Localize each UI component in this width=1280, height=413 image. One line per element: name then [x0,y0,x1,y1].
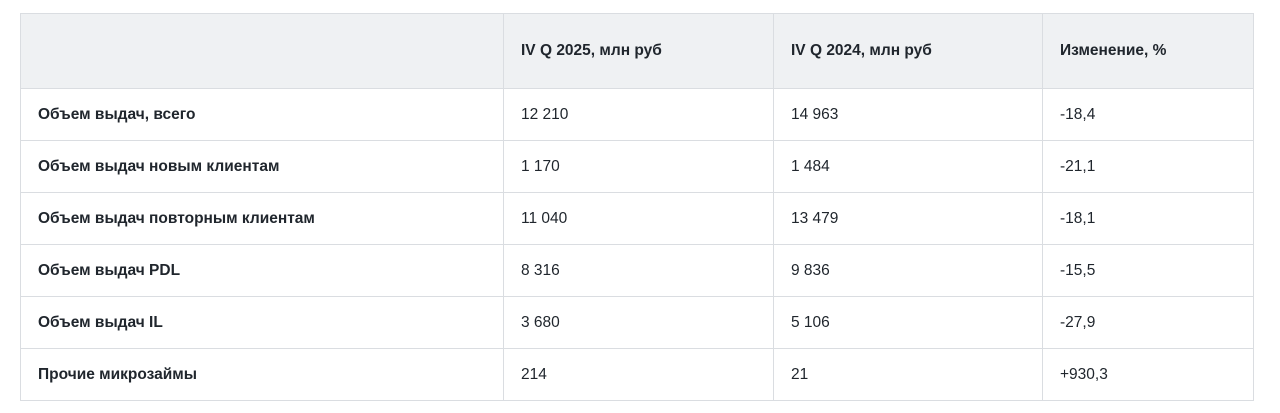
row-label: Прочие микрозаймы [20,348,504,401]
cell-change: +930,3 [1042,348,1254,401]
table-row: Объем выдач новым клиентам 1 170 1 484 -… [20,140,1254,193]
cell-q2025: 8 316 [503,244,774,297]
header-empty-cell [20,13,504,89]
cell-q2024: 1 484 [773,140,1043,193]
row-label: Объем выдач IL [20,296,504,349]
cell-change: -21,1 [1042,140,1254,193]
cell-q2025: 214 [503,348,774,401]
cell-change: -18,4 [1042,88,1254,141]
cell-q2024: 9 836 [773,244,1043,297]
cell-change: -18,1 [1042,192,1254,245]
row-label: Объем выдач PDL [20,244,504,297]
cell-q2025: 11 040 [503,192,774,245]
cell-q2024: 21 [773,348,1043,401]
cell-q2025: 1 170 [503,140,774,193]
header-q2024: IV Q 2024, млн руб [773,13,1043,89]
table-row: Объем выдач PDL 8 316 9 836 -15,5 [20,244,1254,297]
header-q2025: IV Q 2025, млн руб [503,13,774,89]
table-row: Объем выдач повторным клиентам 11 040 13… [20,192,1254,245]
cell-q2024: 13 479 [773,192,1043,245]
cell-q2024: 5 106 [773,296,1043,349]
header-change: Изменение, % [1042,13,1254,89]
table-row: Объем выдач IL 3 680 5 106 -27,9 [20,296,1254,349]
table-header-row: IV Q 2025, млн руб IV Q 2024, млн руб Из… [20,13,1254,89]
row-label: Объем выдач новым клиентам [20,140,504,193]
cell-change: -27,9 [1042,296,1254,349]
financial-results-table: IV Q 2025, млн руб IV Q 2024, млн руб Из… [20,13,1254,401]
cell-q2025: 3 680 [503,296,774,349]
cell-q2025: 12 210 [503,88,774,141]
cell-change: -15,5 [1042,244,1254,297]
table-row: Прочие микрозаймы 214 21 +930,3 [20,348,1254,401]
cell-q2024: 14 963 [773,88,1043,141]
table-row: Объем выдач, всего 12 210 14 963 -18,4 [20,88,1254,141]
row-label: Объем выдач, всего [20,88,504,141]
financial-results-table-container: IV Q 2025, млн руб IV Q 2024, млн руб Из… [20,13,1254,401]
row-label: Объем выдач повторным клиентам [20,192,504,245]
